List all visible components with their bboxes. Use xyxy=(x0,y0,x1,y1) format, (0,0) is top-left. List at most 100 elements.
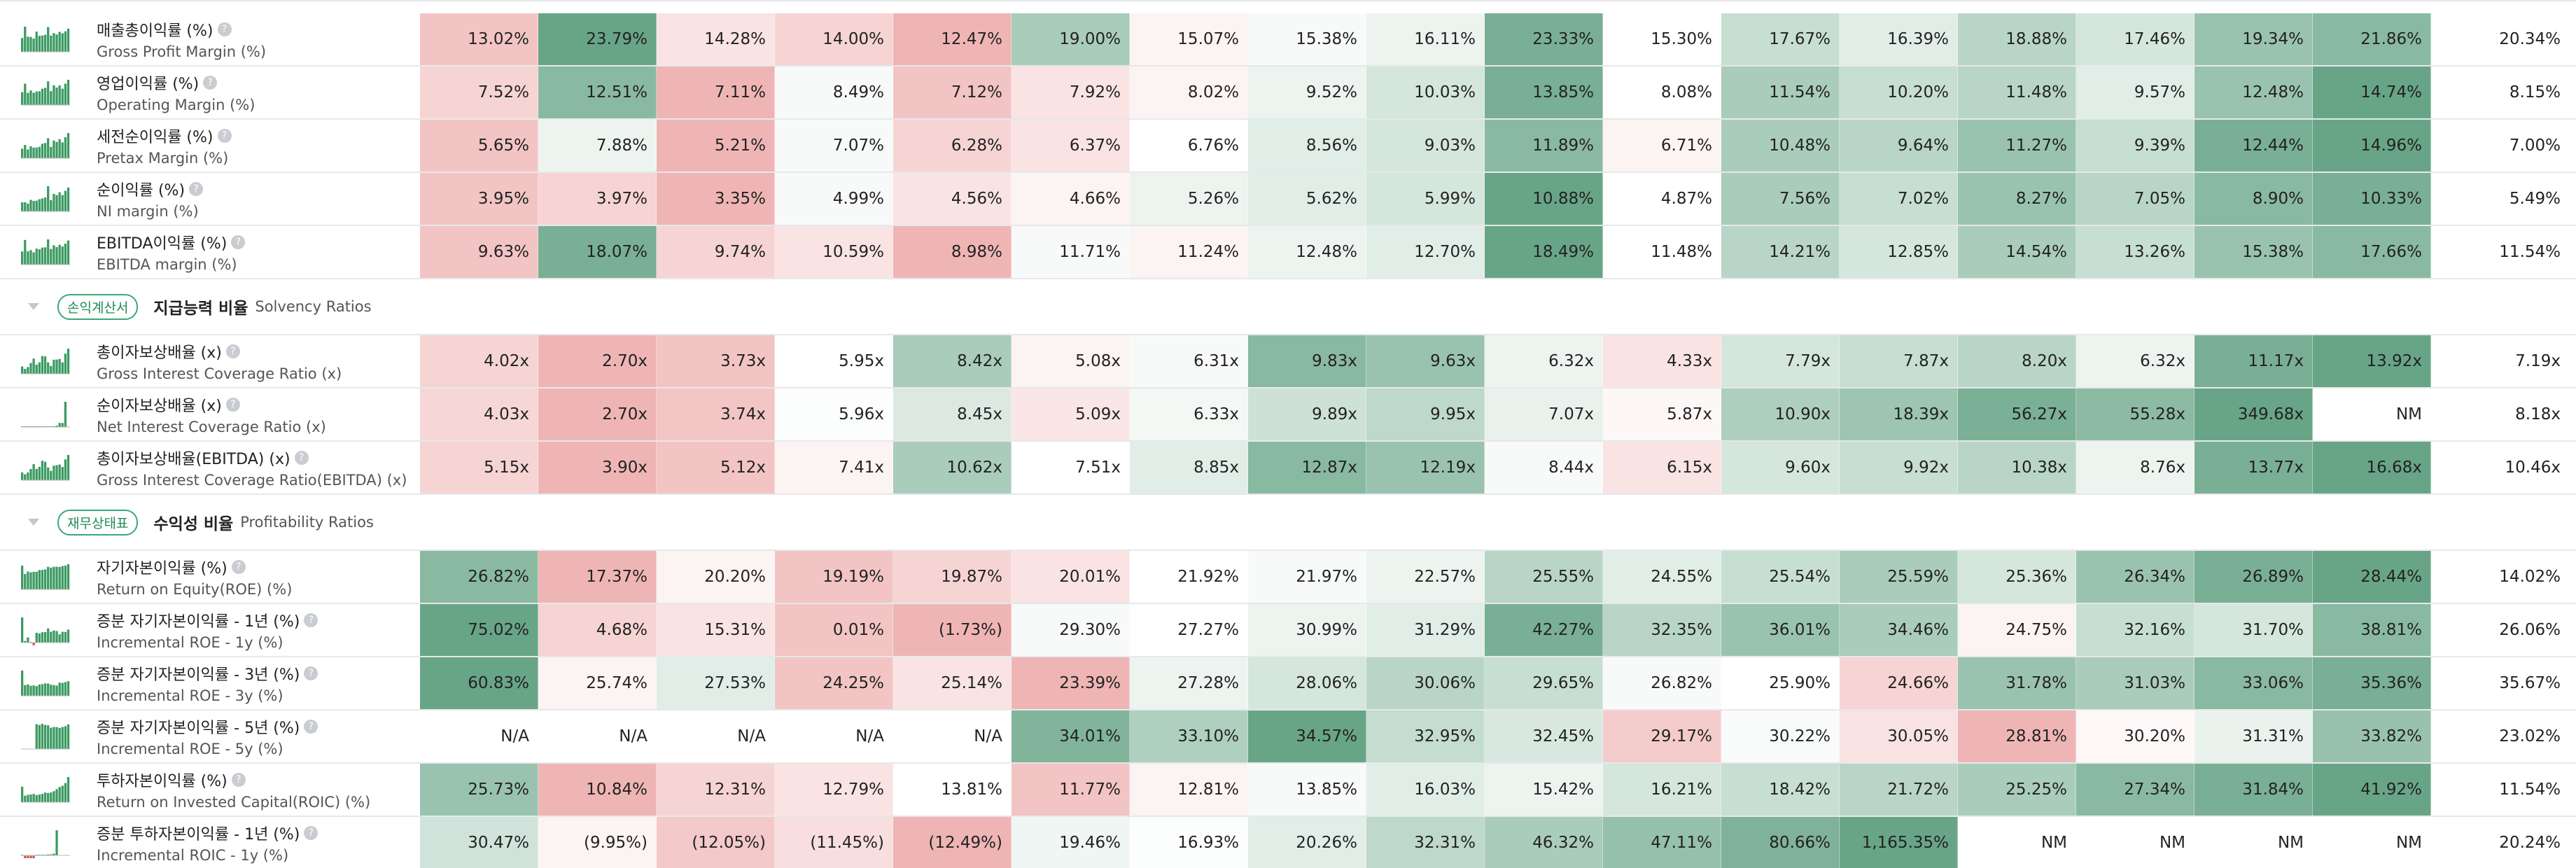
spark-bar xyxy=(43,569,47,589)
value-cell: 9.74% xyxy=(657,226,775,278)
value-cell: 5.26% xyxy=(1130,173,1248,225)
value-cell: 12.85% xyxy=(1840,226,1958,278)
value-cell: 0.01% xyxy=(775,604,893,656)
spark-bar xyxy=(27,794,29,802)
spark-bar xyxy=(43,724,47,749)
spark-bar xyxy=(55,141,58,158)
spark-bar xyxy=(38,570,41,589)
spark-bar xyxy=(29,146,32,158)
help-icon[interactable]: ? xyxy=(231,773,246,787)
value-cell: 30.20% xyxy=(2076,710,2194,762)
help-icon[interactable]: ? xyxy=(304,666,318,680)
label-text: 증분 자기자본이익률 - 5년 (%)? Incremental ROE - 5y… xyxy=(97,715,318,757)
help-icon[interactable]: ? xyxy=(225,344,240,358)
label-text: 자기자본이익률 (%)? Return on Equity(ROE) (%) xyxy=(97,556,292,598)
label-ko-text: 투하자본이익률 (%) xyxy=(97,773,227,790)
label-ko-text: 증분 자기자본이익률 - 1년 (%) xyxy=(97,613,300,631)
help-icon[interactable]: ? xyxy=(304,826,318,840)
value-cell: 13.85% xyxy=(1248,764,1366,816)
ratio-row: 총이자보상배율(EBITDA) (x)? Gross Interest Cover… xyxy=(0,442,2576,495)
spark-bar xyxy=(21,92,24,105)
spark-bar xyxy=(58,192,61,211)
label-en: Incremental ROE - 3y (%) xyxy=(97,687,284,704)
value-cell: N/A xyxy=(893,710,1011,762)
value-cell: 9.63x xyxy=(1366,335,1485,387)
value-cell: (12.49%) xyxy=(893,817,1011,868)
spark-bar xyxy=(35,724,38,749)
spark-bar xyxy=(21,472,24,480)
label-ko: 증분 투하자본이익률 - 1년 (%)? xyxy=(97,822,318,844)
value-cell: 8.20x xyxy=(1958,335,2076,387)
value-cell: 5.15x xyxy=(420,442,538,493)
value-cell: 7.07% xyxy=(775,120,893,172)
spark-bar xyxy=(50,470,52,480)
value-cell: 6.32x xyxy=(2076,335,2194,387)
spark-bar xyxy=(66,724,70,749)
last-cell: 10.46x xyxy=(2505,458,2561,477)
value-cell: 6.31x xyxy=(1130,335,1248,387)
value-cell: 55.28x xyxy=(2076,388,2194,440)
value-cell: N/A xyxy=(420,710,538,762)
spark-bar xyxy=(21,671,24,696)
value-cell: 10.84% xyxy=(538,764,657,816)
spark-bar xyxy=(21,202,24,211)
value-cell: 25.73% xyxy=(420,764,538,816)
help-icon[interactable]: ? xyxy=(217,129,232,143)
help-icon[interactable]: ? xyxy=(294,451,309,465)
help-icon[interactable]: ? xyxy=(304,613,318,627)
value-cell: 23.79% xyxy=(538,13,657,65)
value-cell: NM xyxy=(2313,388,2431,440)
value-cell: 8.42x xyxy=(893,335,1011,387)
value-cell: 9.57% xyxy=(2076,66,2194,118)
value-cell: 8.85x xyxy=(1130,442,1248,493)
value-cell: 23.33% xyxy=(1485,13,1603,65)
help-icon[interactable]: ? xyxy=(231,560,246,574)
spark-bar xyxy=(38,724,41,749)
spark-bar xyxy=(52,426,55,427)
spark-bar xyxy=(50,91,52,105)
last-cell: 7.00% xyxy=(2509,136,2561,155)
spark-bar xyxy=(38,362,41,374)
spark-bar xyxy=(24,795,27,802)
value-cell: 26.34% xyxy=(2076,551,2194,603)
spark-bar xyxy=(29,90,32,105)
spark-bar xyxy=(32,147,35,158)
label-en: Return on Equity(ROE) (%) xyxy=(97,581,293,598)
label-en: Gross Interest Coverage Ratio(EBITDA) (x… xyxy=(97,472,407,489)
help-icon[interactable]: ? xyxy=(189,182,204,196)
value-cell: 5.09x xyxy=(1011,388,1130,440)
value-cell: 15.38% xyxy=(2194,226,2313,278)
spark-bar xyxy=(27,149,29,158)
spark-bar xyxy=(43,247,47,265)
value-cell: 25.36% xyxy=(1958,551,2076,603)
row-label: 순이익률 (%)? NI margin (%) xyxy=(0,173,420,225)
label-ko: 자기자본이익률 (%)? xyxy=(97,556,292,578)
help-icon[interactable]: ? xyxy=(217,22,232,36)
last-cell: 26.06% xyxy=(2499,621,2561,639)
spark-bar xyxy=(32,358,35,374)
help-icon[interactable]: ? xyxy=(203,76,218,90)
spark-bar xyxy=(66,133,70,158)
help-icon[interactable]: ? xyxy=(225,398,240,412)
label-ko: 증분 자기자본이익률 - 5년 (%)? xyxy=(97,715,318,738)
value-cell: 8.90% xyxy=(2194,173,2313,225)
value-cell: 6.28% xyxy=(893,120,1011,172)
help-icon[interactable]: ? xyxy=(231,235,246,249)
value-cell: 24.66% xyxy=(1840,657,1958,709)
spark-bar xyxy=(41,198,44,211)
spark-bar xyxy=(38,146,41,158)
spark-bar xyxy=(41,35,44,52)
collapse-toggle[interactable] xyxy=(28,519,39,526)
section-badge: 손익계산서 xyxy=(57,293,139,320)
collapse-toggle[interactable] xyxy=(28,303,39,310)
spark-bar xyxy=(41,88,44,105)
label-text: 증분 투하자본이익률 - 1년 (%)? Incremental ROIC - 1… xyxy=(97,822,318,864)
help-icon[interactable]: ? xyxy=(304,720,318,734)
value-cell: 25.59% xyxy=(1840,551,1958,603)
value-cell: 6.76% xyxy=(1130,120,1248,172)
spark-bar xyxy=(52,465,55,480)
value-cell: 31.03% xyxy=(2076,657,2194,709)
label-en: Incremental ROE - 1y (%) xyxy=(97,634,284,651)
value-cell: 30.22% xyxy=(1721,710,1840,762)
value-cell: 35.36% xyxy=(2313,657,2431,709)
